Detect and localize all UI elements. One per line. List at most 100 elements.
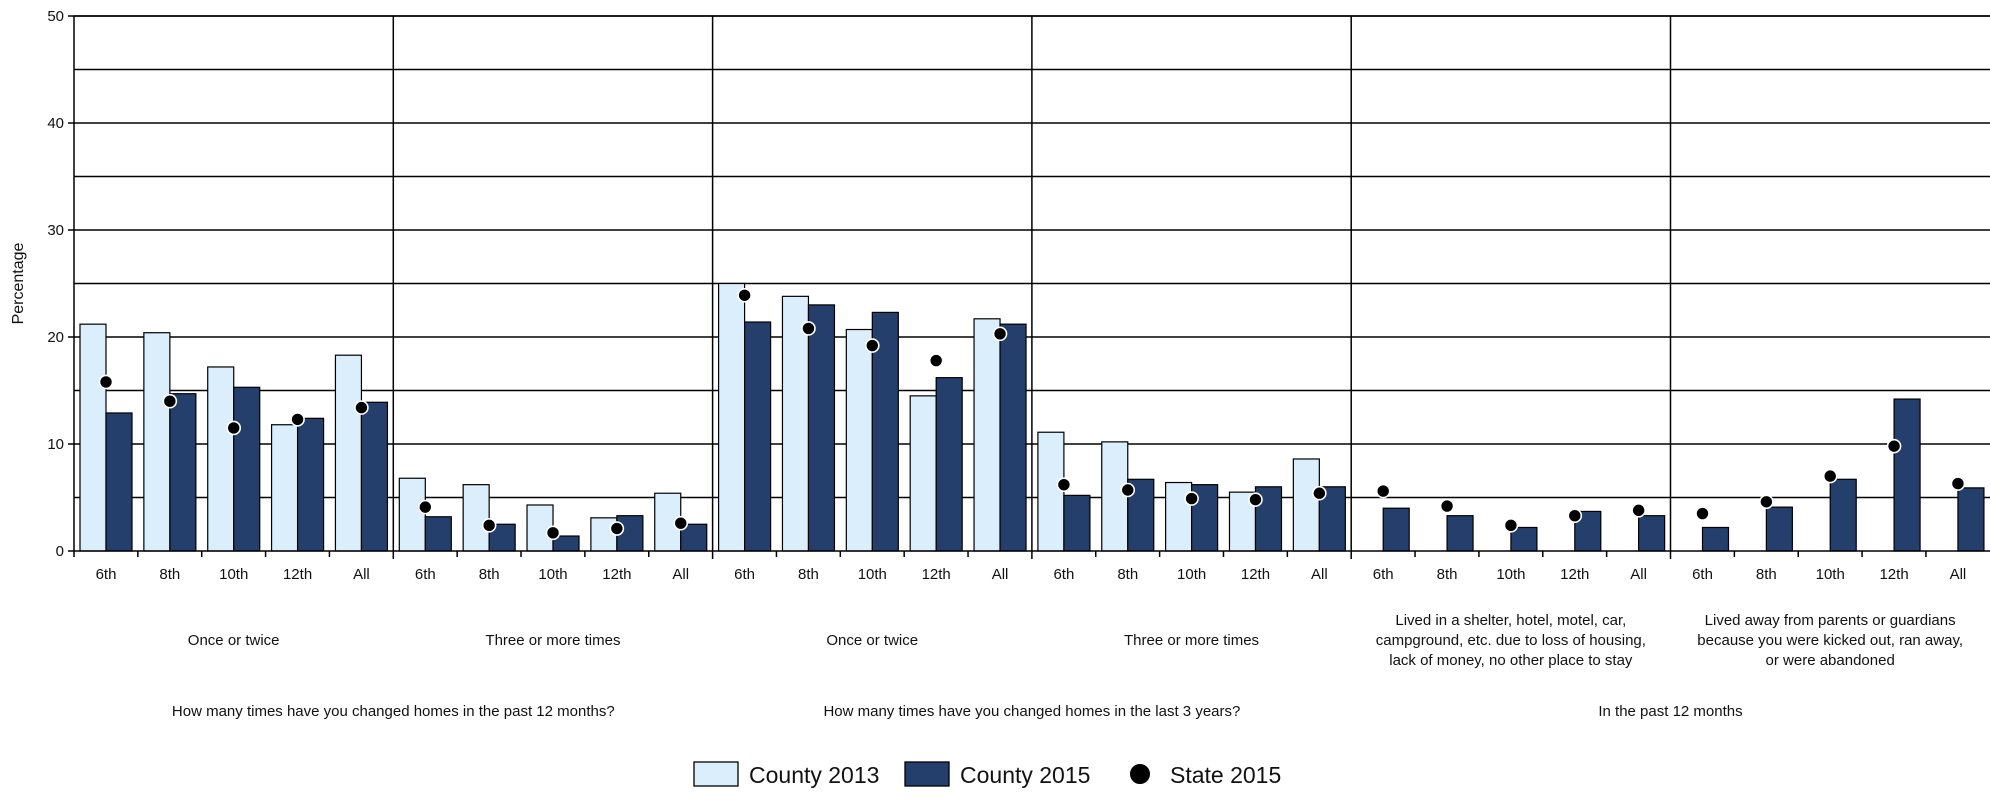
- grade-label: All: [1950, 566, 1967, 583]
- group-label: How many times have you changed homes in…: [172, 703, 615, 720]
- grade-label: 6th: [1692, 566, 1713, 583]
- dot-state-2015: [545, 525, 561, 541]
- dot-state-2015: [290, 412, 305, 427]
- dot-state-2015: [1120, 482, 1136, 498]
- grade-label: 8th: [159, 566, 180, 583]
- dot-state-2015: [417, 499, 433, 515]
- grade-label: 8th: [1117, 566, 1138, 583]
- grade-label: 6th: [1053, 566, 1074, 583]
- dot-state-2015: [226, 420, 242, 436]
- axes: 0 10 20 30 40 50 Percentage: [10, 8, 1990, 560]
- subcategory-label-line: Lived in a shelter, hotel, motel, car,: [1395, 612, 1626, 629]
- grade-label: 12th: [1241, 566, 1270, 583]
- bar-county-2013: [973, 318, 1001, 552]
- grade-label: 6th: [96, 566, 117, 583]
- grade-label: 6th: [1373, 566, 1394, 583]
- dot-state-2015: [162, 393, 178, 409]
- dot-state-2015: [609, 521, 625, 536]
- bar-county-2015: [1382, 507, 1410, 552]
- bar-county-2015: [424, 516, 452, 552]
- bar-county-2013: [717, 282, 746, 552]
- subcategory-label-line: Once or twice: [826, 632, 918, 649]
- legend-dot: [1128, 762, 1152, 786]
- bar-county-2013: [79, 323, 107, 552]
- legend-swatch: [693, 761, 739, 787]
- grade-label: 8th: [798, 566, 819, 583]
- bar-county-2013: [143, 332, 171, 552]
- grade-label: 12th: [1560, 566, 1589, 583]
- bar-county-2015: [360, 401, 389, 552]
- dot-state-2015: [928, 353, 944, 368]
- legend-label: County 2013: [749, 762, 879, 788]
- grade-label: 8th: [1756, 566, 1777, 583]
- dot-state-2015: [1503, 518, 1519, 533]
- dot-state-2015: [1056, 477, 1072, 492]
- subcategory-label-line: Lived away from parents or guardians: [1705, 612, 1956, 629]
- grade-label: 12th: [283, 566, 312, 583]
- legend-label: County 2015: [960, 762, 1090, 788]
- grade-label: 12th: [922, 566, 951, 583]
- grade-label: All: [1630, 566, 1647, 583]
- dot-state-2015: [1567, 508, 1583, 523]
- bar-county-2013: [1101, 441, 1129, 552]
- state-dots: [98, 287, 1966, 541]
- group-label: How many times have you changed homes in…: [823, 703, 1240, 720]
- dot-state-2015: [1886, 438, 1902, 454]
- subcategory-label: Three or more times: [485, 632, 620, 649]
- bar-county-2015: [233, 386, 261, 552]
- grade-label: 6th: [415, 566, 436, 583]
- subcategory-label-line: because you were kicked out, ran away,: [1697, 632, 1963, 649]
- y-tick-label: 50: [47, 8, 64, 25]
- grade-label: 12th: [602, 566, 631, 583]
- y-tick-label: 30: [47, 222, 64, 239]
- subcategory-label: Lived away from parents or guardians beca…: [1697, 612, 1963, 669]
- bar-county-2015: [935, 377, 963, 552]
- grade-label: 8th: [479, 566, 500, 583]
- bar-county-2015: [807, 304, 836, 552]
- subcategory-label-line: Once or twice: [188, 632, 280, 649]
- bar-county-2015: [1574, 510, 1602, 552]
- y-axis-title: Percentage: [10, 242, 27, 324]
- bar-county-2015: [105, 412, 133, 552]
- dot-state-2015: [673, 515, 689, 531]
- subcategory-label-line: or were abandoned: [1766, 652, 1895, 669]
- bar-county-2013: [845, 328, 873, 552]
- bar-county-2013: [207, 366, 235, 552]
- bar-county-2015: [1829, 478, 1857, 552]
- y-tick-label: 20: [47, 329, 64, 346]
- dot-state-2015: [1184, 491, 1199, 506]
- grade-label: 10th: [1816, 566, 1845, 583]
- dot-state-2015: [1248, 492, 1263, 507]
- bar-county-2015: [1446, 515, 1474, 552]
- y-tick-label: 40: [47, 115, 64, 132]
- dot-state-2015: [1695, 506, 1710, 521]
- subcategory-label-line: Three or more times: [1124, 632, 1259, 649]
- subcategory-label: Once or twice: [826, 632, 918, 649]
- subcategory-label-line: campground, etc. due to loss of housing,: [1376, 632, 1646, 649]
- dot-state-2015: [737, 287, 752, 303]
- dot-state-2015: [801, 321, 816, 336]
- bar-county-2015: [1893, 398, 1921, 552]
- grade-label: All: [672, 566, 689, 583]
- dot-state-2015: [1822, 468, 1838, 484]
- subcategory-label: Three or more times: [1124, 632, 1259, 649]
- dot-state-2015: [1950, 476, 1966, 491]
- dot-state-2015: [1375, 483, 1391, 499]
- dot-state-2015: [992, 326, 1008, 342]
- bar-county-2013: [462, 484, 490, 552]
- grade-label: 10th: [1177, 566, 1206, 583]
- bar-county-2013: [270, 424, 299, 552]
- bar-county-2013: [909, 395, 937, 552]
- bar-county-2013: [1292, 458, 1320, 552]
- group-label: In the past 12 months: [1598, 703, 1742, 720]
- subcategory-label-line: lack of money, no other place to stay: [1389, 652, 1633, 669]
- legend: County 2013 County 2015 State 2015: [693, 761, 1281, 788]
- bar-county-2015: [1765, 506, 1793, 552]
- bar-county-2015: [296, 417, 325, 552]
- bar-county-2013: [398, 477, 426, 552]
- dot-state-2015: [1759, 494, 1774, 510]
- bar-county-2015: [1063, 494, 1091, 552]
- bar-county-2015: [743, 321, 772, 552]
